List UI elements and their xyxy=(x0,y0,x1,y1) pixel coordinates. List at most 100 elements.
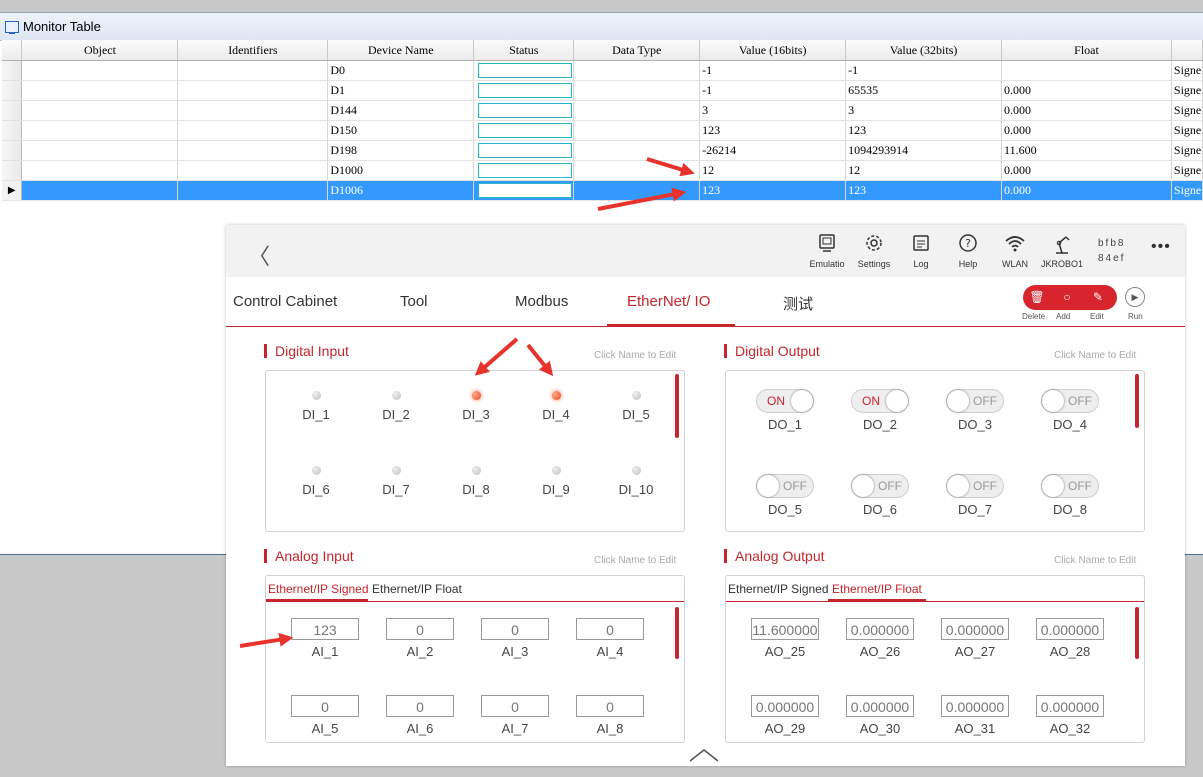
object-cell[interactable] xyxy=(21,180,179,201)
tab-tool[interactable]: Tool xyxy=(400,293,428,310)
analog-output-value-field[interactable]: 0.000000 xyxy=(1036,695,1104,717)
digital-output-name[interactable]: DO_1 xyxy=(768,417,802,432)
digital-output-hint[interactable]: Click Name to Edit xyxy=(1054,350,1137,361)
analog-output-value-field[interactable]: 0.000000 xyxy=(751,695,819,717)
output-toggle[interactable]: OFF xyxy=(851,474,909,498)
status-cell[interactable] xyxy=(473,160,575,181)
value-32bit-cell[interactable]: 65535 xyxy=(845,80,1003,101)
value-32bit-cell[interactable]: 12 xyxy=(845,160,1003,181)
robot-button[interactable]: JKROBO1 xyxy=(1037,233,1087,269)
data-type-cell[interactable] xyxy=(573,120,701,141)
delete-icon[interactable]: 🗑 xyxy=(1029,290,1045,304)
analog-output-name[interactable]: AO_29 xyxy=(764,721,806,736)
tab-test[interactable]: 测试 xyxy=(783,296,814,313)
analog-input-hint[interactable]: Click Name to Edit xyxy=(594,555,677,566)
scrollbar[interactable] xyxy=(1135,607,1139,659)
analog-input-name[interactable]: AI_7 xyxy=(501,721,529,736)
float-cell[interactable]: 11.600 xyxy=(1001,140,1172,161)
identifiers-cell[interactable] xyxy=(177,120,329,141)
digital-input-item[interactable]: DI_3 xyxy=(456,391,496,422)
row-header[interactable] xyxy=(2,140,23,161)
extra-cell[interactable]: Signe xyxy=(1171,60,1203,81)
device-name-cell[interactable]: D150 xyxy=(327,120,475,141)
row-header[interactable] xyxy=(2,60,23,81)
log-button[interactable]: Log xyxy=(896,233,946,269)
extra-cell[interactable]: Signe xyxy=(1171,100,1203,121)
digital-output-name[interactable]: DO_7 xyxy=(958,502,992,517)
digital-input-name[interactable]: DI_9 xyxy=(542,482,570,497)
identifiers-cell[interactable] xyxy=(177,100,329,121)
analog-output-name[interactable]: AO_30 xyxy=(859,721,901,736)
digital-output-name[interactable]: DO_8 xyxy=(1053,502,1087,517)
back-button[interactable]: 〈 xyxy=(248,244,271,269)
value-32bit-cell[interactable]: 123 xyxy=(845,120,1003,141)
analog-output-name[interactable]: AO_31 xyxy=(954,721,996,736)
object-cell[interactable] xyxy=(21,140,179,161)
float-cell[interactable]: 0.000 xyxy=(1001,80,1172,101)
help-button[interactable]: ? Help xyxy=(943,233,993,269)
value-32bit-cell[interactable]: -1 xyxy=(845,60,1003,81)
table-row[interactable]: ▶ D1006 123 123 0.000 Signe xyxy=(2,180,1203,201)
extra-cell[interactable]: Signe xyxy=(1171,120,1203,141)
value-32bit-cell[interactable]: 3 xyxy=(845,100,1003,121)
analog-input-name[interactable]: AI_6 xyxy=(406,721,434,736)
subtab-ethernet-ip-signed[interactable]: Ethernet/IP Signed xyxy=(728,582,829,596)
digital-input-name[interactable]: DI_4 xyxy=(542,407,570,422)
identifiers-cell[interactable] xyxy=(177,60,329,81)
analog-output-value-field[interactable]: 11.600000 xyxy=(751,618,819,640)
emulator-button[interactable]: Emulatio xyxy=(802,233,852,269)
digital-input-name[interactable]: DI_10 xyxy=(618,482,654,497)
value-16bit-cell[interactable]: 12 xyxy=(699,160,847,181)
column-header[interactable]: Device Name xyxy=(327,40,475,61)
more-menu-icon[interactable]: ••• xyxy=(1151,238,1171,255)
subtab-ethernet-ip-float[interactable]: Ethernet/IP Float xyxy=(832,582,922,596)
column-header[interactable]: Data Type xyxy=(573,40,701,61)
table-row[interactable]: D0 -1 -1 Signe xyxy=(2,60,1203,81)
column-header[interactable] xyxy=(1171,40,1203,61)
analog-output-value-field[interactable]: 0.000000 xyxy=(846,695,914,717)
analog-input-name[interactable]: AI_1 xyxy=(311,644,339,659)
scrollbar[interactable] xyxy=(675,374,679,438)
float-cell[interactable]: 0.000 xyxy=(1001,120,1172,141)
status-cell[interactable] xyxy=(473,80,575,101)
object-cell[interactable] xyxy=(21,160,179,181)
analog-input-name[interactable]: AI_5 xyxy=(311,721,339,736)
device-name-cell[interactable]: D0 xyxy=(327,60,475,81)
analog-output-value-field[interactable]: 0.000000 xyxy=(1036,618,1104,640)
digital-input-item[interactable]: DI_7 xyxy=(376,466,416,497)
column-header[interactable]: Float xyxy=(1001,40,1172,61)
value-16bit-cell[interactable]: -26214 xyxy=(699,140,847,161)
value-16bit-cell[interactable]: 123 xyxy=(699,180,847,201)
digital-input-item[interactable]: DI_10 xyxy=(616,466,656,497)
analog-output-value-field[interactable]: 0.000000 xyxy=(941,618,1009,640)
value-16bit-cell[interactable]: 123 xyxy=(699,120,847,141)
table-row[interactable]: D1 -1 65535 0.000 Signe xyxy=(2,80,1203,101)
object-cell[interactable] xyxy=(21,100,179,121)
data-type-cell[interactable] xyxy=(573,140,701,161)
output-toggle[interactable]: OFF xyxy=(756,474,814,498)
device-name-cell[interactable]: D1 xyxy=(327,80,475,101)
subtab-ethernet-ip-signed[interactable]: Ethernet/IP Signed xyxy=(268,582,369,596)
identifiers-cell[interactable] xyxy=(177,140,329,161)
device-name-cell[interactable]: D1006 xyxy=(327,180,475,201)
scrollbar[interactable] xyxy=(1135,374,1139,428)
analog-input-name[interactable]: AI_3 xyxy=(501,644,529,659)
status-cell[interactable] xyxy=(473,60,575,81)
digital-input-name[interactable]: DI_5 xyxy=(622,407,650,422)
analog-input-value-field[interactable]: 0 xyxy=(481,695,549,717)
device-name-cell[interactable]: D144 xyxy=(327,100,475,121)
row-header[interactable] xyxy=(2,80,23,101)
identifiers-cell[interactable] xyxy=(177,180,329,201)
float-cell[interactable]: 0.000 xyxy=(1001,160,1172,181)
analog-output-name[interactable]: AO_26 xyxy=(859,644,901,659)
data-type-cell[interactable] xyxy=(573,100,701,121)
value-32bit-cell[interactable]: 123 xyxy=(845,180,1003,201)
analog-input-value-field[interactable]: 0 xyxy=(576,618,644,640)
float-cell[interactable]: 0.000 xyxy=(1001,100,1172,121)
digital-output-name[interactable]: DO_2 xyxy=(863,417,897,432)
wlan-button[interactable]: WLAN xyxy=(990,233,1040,269)
data-type-cell[interactable] xyxy=(573,80,701,101)
analog-input-value-field[interactable]: 0 xyxy=(386,618,454,640)
analog-output-name[interactable]: AO_27 xyxy=(954,644,996,659)
status-cell[interactable] xyxy=(473,120,575,141)
